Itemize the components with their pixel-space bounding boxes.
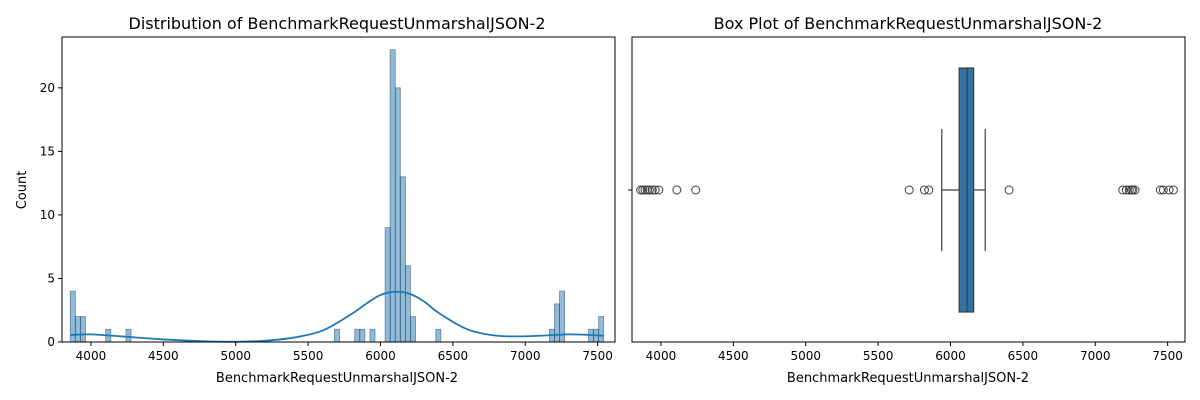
boxplot-x-tick-label: 7500: [1152, 349, 1183, 363]
boxplot-outlier: [1164, 185, 1174, 195]
histogram-bar: [79, 316, 86, 343]
histogram-bar: [384, 227, 391, 343]
histogram-x-tick-label: 5000: [220, 349, 251, 363]
histogram-bar: [399, 176, 406, 343]
boxplot-box: [958, 67, 975, 313]
boxplot-outlier: [924, 185, 934, 195]
histogram-bar: [389, 49, 396, 343]
histogram-x-ticks: 4000 4500 5000 5500 6000 6500 7000 7500: [76, 342, 613, 363]
histogram-x-axis-label: BenchmarkRequestUnmarshalJSON-2: [216, 371, 458, 386]
histogram-panel: Distribution of BenchmarkRequestUnmarsha…: [15, 14, 616, 386]
boxplot-outlier: [1118, 185, 1128, 195]
boxplot-outlier: [672, 185, 682, 195]
histogram-bar: [435, 328, 442, 343]
histogram-x-tick-label: 6000: [365, 349, 396, 363]
boxplot-outlier: [1155, 185, 1165, 195]
boxplot-x-tick-label: 6000: [935, 349, 966, 363]
histogram-title: Distribution of BenchmarkRequestUnmarsha…: [129, 14, 546, 33]
histogram-y-ticks: 0 5 10 15 20: [40, 81, 62, 349]
boxplot-outlier: [1168, 185, 1178, 195]
boxplot-x-tick-label: 5500: [863, 349, 894, 363]
boxplot-outlier: [1004, 185, 1014, 195]
boxplot-outlier: [691, 185, 701, 195]
boxplot-x-tick-label: 4500: [718, 349, 749, 363]
histogram-bar: [554, 303, 560, 343]
histogram-x-tick-label: 7500: [582, 349, 613, 363]
histogram-x-tick-label: 6500: [438, 349, 469, 363]
histogram-bar: [394, 87, 401, 343]
histogram-bar: [359, 328, 366, 343]
boxplot-outlier: [638, 185, 648, 195]
boxplot-panel: Box Plot of BenchmarkRequestUnmarshalJSO…: [628, 14, 1186, 386]
boxplot-outlier: [1158, 185, 1168, 195]
histogram-x-tick-label: 4500: [148, 349, 179, 363]
boxplot-x-ticks: 4000 4500 5000 5500 6000 6500 7000 7500: [646, 342, 1183, 363]
histogram-bar: [410, 316, 416, 343]
histogram-bars: [69, 49, 605, 343]
boxplot-title: Box Plot of BenchmarkRequestUnmarshalJSO…: [714, 14, 1103, 33]
histogram-x-tick-label: 4000: [76, 349, 107, 363]
boxplot-outlier: [650, 185, 660, 195]
histogram-bar: [354, 328, 361, 343]
boxplot-outlier: [904, 185, 914, 195]
boxplot-outlier: [1130, 185, 1140, 195]
boxplot-x-axis-label: BenchmarkRequestUnmarshalJSON-2: [787, 371, 1029, 386]
boxplot-outlier: [1124, 185, 1134, 195]
histogram-bar: [404, 265, 411, 343]
histogram-bar: [125, 328, 132, 343]
kde-curve: [70, 290, 604, 343]
boxplot-axes-frame: [631, 36, 1186, 343]
histogram-bar: [74, 316, 81, 343]
boxplot-x-tick-label: 4000: [646, 349, 677, 363]
histogram-y-tick-label: 0: [47, 335, 55, 349]
histogram-x-tick-label: 5500: [293, 349, 324, 363]
histogram-y-tick-label: 20: [40, 81, 55, 95]
boxplot-x-tick-label: 7000: [1080, 349, 1111, 363]
histogram-y-tick-label: 15: [40, 144, 55, 158]
histogram-bar: [334, 328, 340, 343]
boxplot-outlier: [1128, 185, 1138, 195]
histogram-y-tick-label: 10: [40, 208, 55, 222]
histogram-y-axis-label: Count: [15, 171, 30, 210]
histogram-x-tick-label: 7000: [510, 349, 541, 363]
histogram-bar: [598, 316, 605, 343]
boxplot-x-tick-label: 6500: [1008, 349, 1039, 363]
boxplot-outlier: [654, 185, 664, 195]
boxplot-outlier: [919, 185, 929, 195]
boxplot-outlier: [640, 185, 650, 195]
histogram-axes-frame: [61, 36, 616, 343]
boxplot-elements: [636, 67, 1178, 313]
boxplot-outlier: [1121, 185, 1131, 195]
boxplot-outlier: [644, 185, 654, 195]
boxplot-x-tick-label: 5000: [790, 349, 821, 363]
histogram-y-tick-label: 5: [47, 271, 55, 285]
boxplot-outlier: [636, 185, 646, 195]
boxplot-outlier: [647, 185, 657, 195]
histogram-bar: [369, 328, 376, 343]
